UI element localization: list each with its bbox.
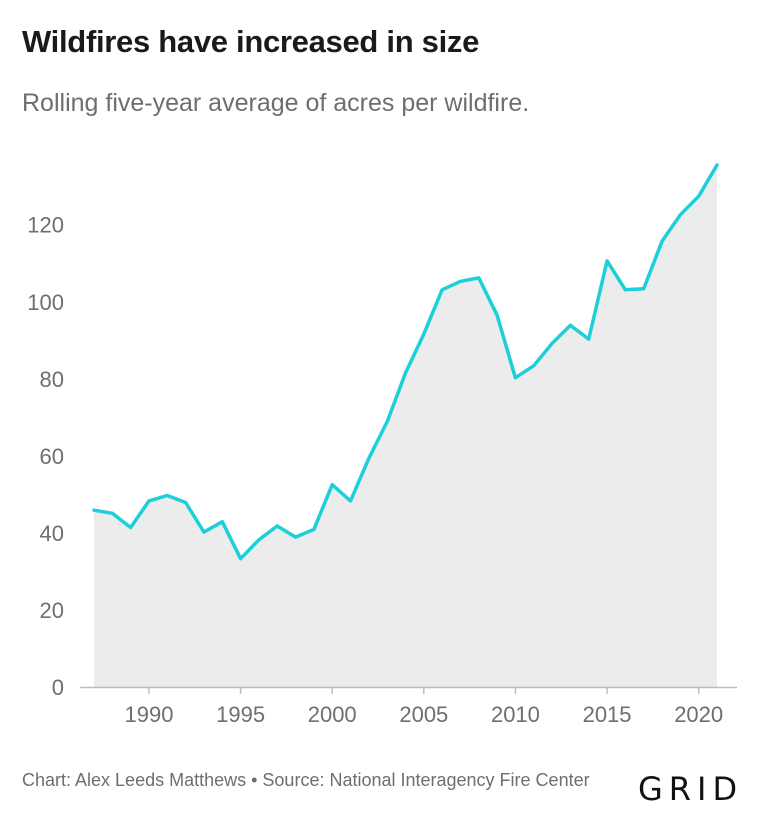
y-tick-label: 60 xyxy=(40,444,64,469)
grid-logo: GRID xyxy=(638,770,744,808)
area-fill xyxy=(94,165,717,687)
chart-title: Wildfires have increased in size xyxy=(22,24,480,59)
x-tick-label: 1995 xyxy=(216,702,265,727)
area-chart: 0 20 40 60 80 100 120 1990 1995 2000 2005 2010 2015… xyxy=(27,163,737,727)
y-tick-label: 40 xyxy=(40,521,64,546)
plot-area xyxy=(80,163,737,689)
x-tick-label: 2000 xyxy=(308,702,357,727)
x-tick-label: 2005 xyxy=(399,702,448,727)
y-tick-label: 120 xyxy=(27,213,64,238)
series-line xyxy=(92,163,719,561)
source-credit: Chart: Alex Leeds Matthews • Source: Nat… xyxy=(22,770,590,790)
x-tick-label: 1990 xyxy=(124,702,173,727)
chart-subtitle: Rolling five-year average of acres per w… xyxy=(22,89,530,117)
x-tick-label: 2010 xyxy=(491,702,540,727)
x-tick-label: 2015 xyxy=(583,702,632,727)
x-tick-label: 2020 xyxy=(674,702,723,727)
y-tick-label: 80 xyxy=(40,367,64,392)
y-tick-label: 0 xyxy=(52,675,64,700)
y-tick-label: 20 xyxy=(40,598,64,623)
y-tick-label: 100 xyxy=(27,290,64,315)
x-axis: 1990 1995 2000 2005 2010 2015 2020 xyxy=(124,687,723,727)
y-axis: 0 20 40 60 80 100 120 xyxy=(27,213,64,700)
